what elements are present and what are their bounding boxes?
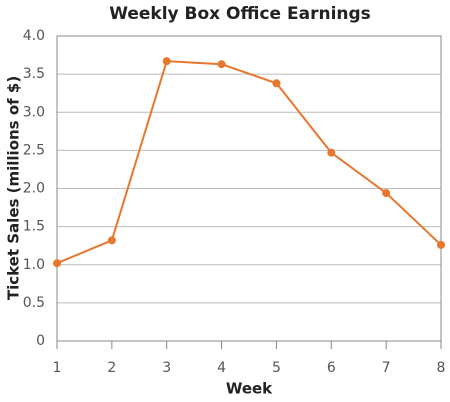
x-tick-label: 3	[162, 360, 171, 376]
plot-border	[56, 35, 442, 342]
line	[56, 60, 442, 265]
x-axis-label: Week	[226, 380, 273, 398]
x-tick-label: 8	[437, 360, 446, 376]
y-tick-label: 0	[36, 333, 45, 349]
point	[53, 259, 61, 268]
point	[272, 79, 281, 88]
point	[217, 60, 226, 69]
x-tick-label: 4	[217, 360, 226, 376]
y-tick-label: 4.0	[23, 28, 45, 44]
y-tick-label: 1.5	[23, 219, 45, 235]
y-tick-label: 2.0	[23, 181, 45, 197]
x-tick-label: 1	[53, 360, 62, 376]
y-tick-label: 3.0	[23, 104, 45, 120]
point	[327, 148, 336, 157]
point	[437, 240, 445, 249]
y-tick-label: 1.0	[23, 257, 45, 273]
x-tick-label: 6	[327, 360, 336, 376]
chart-title: Weekly Box Office Earnings	[109, 4, 371, 24]
point	[382, 189, 391, 198]
x-tick-label: 5	[272, 360, 281, 376]
y-tick-label: 3.5	[23, 66, 45, 82]
y-tick-label: 2.5	[23, 142, 45, 158]
x-tick-label: 2	[107, 360, 116, 376]
point	[107, 236, 116, 245]
x-tick-label: 7	[382, 360, 391, 376]
y-tick-label: 0.5	[23, 295, 45, 311]
y-axis-label: Ticket Sales (millions of $)	[5, 76, 23, 300]
point	[162, 57, 171, 66]
